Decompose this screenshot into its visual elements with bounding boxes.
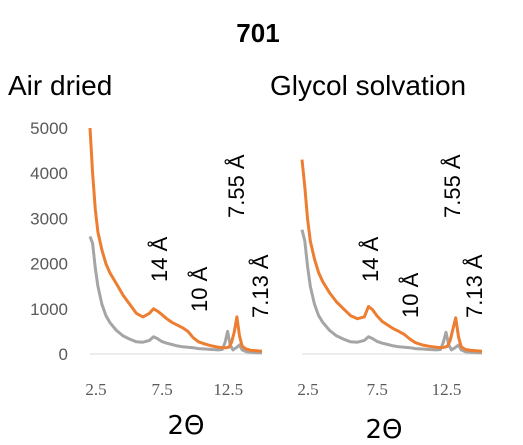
annotation-glycol-713A: 7.13 Å (462, 254, 487, 318)
annotation-air-14A: 14 Å (147, 236, 172, 282)
y-tick-label: 3000 (30, 209, 68, 228)
panel-title-air-dried: Air dried (8, 70, 112, 101)
y-tick-label: 0 (59, 345, 68, 364)
annotation-air-10A: 10 Å (187, 266, 212, 312)
y-tick-label: 1000 (30, 300, 68, 319)
x-tick-label: 12.5 (213, 380, 243, 399)
series-line-air-dried-orange (88, 127, 263, 353)
x-tick-label: 2.5 (85, 380, 106, 399)
x-tick-label: 2.5 (297, 380, 318, 399)
annotation-air-755A: 7.55 Å (224, 154, 249, 218)
series-line-air-dried-gray (88, 235, 263, 355)
x-axis-label-air-dried: 2Θ (167, 411, 204, 441)
series-line-glycol-gray (300, 229, 483, 355)
x-tick-label: 7.5 (152, 380, 173, 399)
annotation-air-713A: 7.13 Å (248, 254, 273, 318)
panel-title-glycol-solvation: Glycol solvation (270, 70, 466, 101)
y-tick-label: 5000 (30, 119, 68, 138)
x-tick-label: 12.5 (432, 380, 462, 399)
y-tick-labels: 0 1000 2000 3000 4000 5000 (30, 119, 68, 364)
annotation-glycol-10A: 10 Å (398, 272, 423, 318)
x-axis-label-glycol: 2Θ (365, 415, 402, 445)
x-tick-label: 7.5 (367, 380, 388, 399)
series-line-glycol-orange (300, 159, 483, 353)
y-tick-label: 4000 (30, 164, 68, 183)
figure-title: 701 (236, 18, 279, 48)
annotation-glycol-755A: 7.55 Å (440, 154, 465, 218)
x-tick-labels: 2.5 7.5 12.5 2.5 7.5 12.5 (85, 380, 461, 399)
y-tick-label: 2000 (30, 255, 68, 274)
annotation-glycol-14A: 14 Å (358, 236, 383, 282)
